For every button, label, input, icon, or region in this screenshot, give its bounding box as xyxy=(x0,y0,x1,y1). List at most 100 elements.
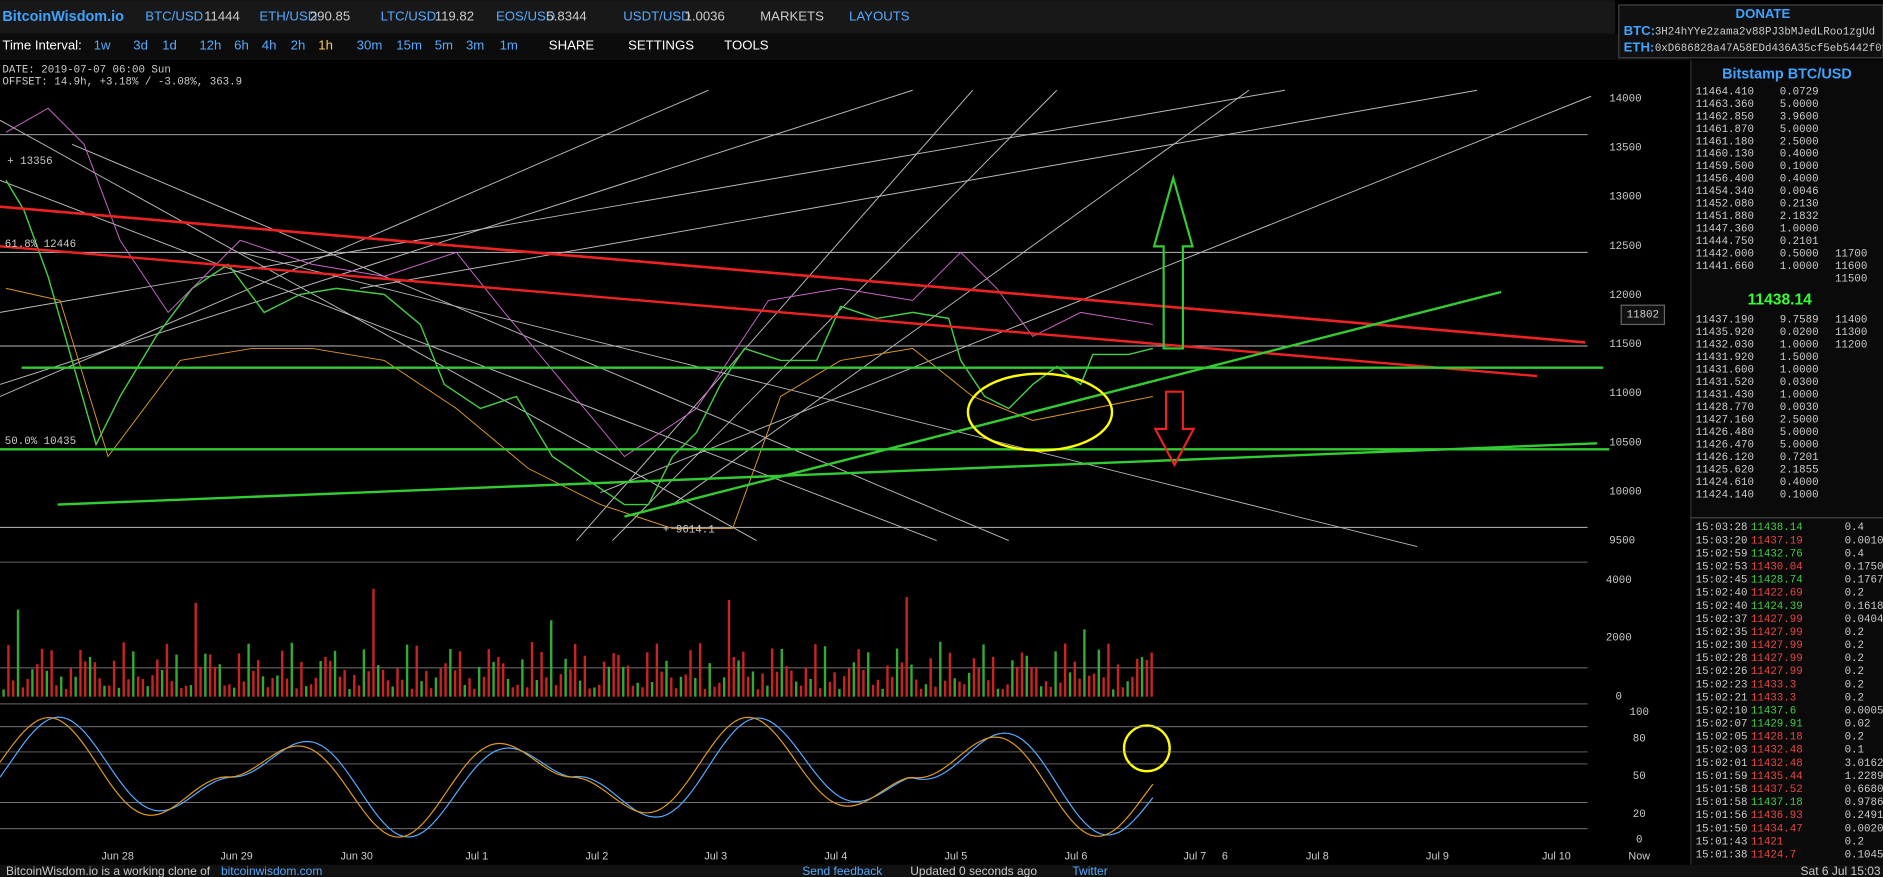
volume-bar xyxy=(353,674,356,697)
ask-amount: 0.4000 xyxy=(1780,174,1819,186)
trade-price: 11438.14 xyxy=(1751,522,1803,534)
ask-price: 11444.750 xyxy=(1696,236,1754,248)
interval[interactable]: 3d xyxy=(133,37,148,52)
trade-amount: 0.2 xyxy=(1845,732,1864,744)
volume-bar xyxy=(21,687,25,697)
x-label: Jul 7 xyxy=(1183,850,1206,862)
footer-link[interactable]: bitcoinwisdom.com xyxy=(221,864,322,877)
volume-bar xyxy=(1039,686,1043,697)
x-label: 6 xyxy=(1222,850,1228,862)
brand[interactable]: BitcoinWisdom.io xyxy=(2,9,124,25)
volume-bar xyxy=(1136,658,1139,697)
ticker-price: 11444 xyxy=(204,8,240,23)
volume-bar xyxy=(271,677,274,697)
volume-bar xyxy=(204,653,207,697)
volume-bar xyxy=(1145,659,1149,697)
x-label: Jul 9 xyxy=(1426,850,1449,862)
price-tick: 12500 xyxy=(1609,241,1641,253)
interval[interactable]: 1w xyxy=(94,37,111,52)
interval[interactable]: 3m xyxy=(466,37,484,52)
volume-bar xyxy=(348,689,351,697)
interval[interactable]: 1m xyxy=(500,37,518,52)
trade-price: 11433.3 xyxy=(1751,679,1796,691)
ticker-price: 119.82 xyxy=(435,8,474,23)
volume-bar xyxy=(208,654,212,697)
ask-amount: 0.2130 xyxy=(1780,199,1819,211)
ask-price: 11452.080 xyxy=(1696,199,1754,211)
volume-bar xyxy=(641,687,644,697)
volume-bar xyxy=(583,655,587,697)
volume-bar xyxy=(1035,667,1038,697)
volume-bar xyxy=(151,675,154,697)
volume-bar xyxy=(1059,682,1062,697)
volume-bar xyxy=(98,678,101,697)
ask-amount: 0.5000 xyxy=(1780,249,1819,261)
volume-bar xyxy=(132,651,135,697)
interval[interactable]: 2h xyxy=(291,37,306,52)
interval[interactable]: 1d xyxy=(162,37,177,52)
x-label: Jul 5 xyxy=(945,850,968,862)
volume-bar xyxy=(857,649,860,697)
toolbar-menu[interactable]: TOOLS xyxy=(724,37,769,52)
trade-time: 15:02:45 xyxy=(1696,575,1748,587)
volume-bars xyxy=(2,588,1153,697)
bid-price: 11432.030 xyxy=(1696,339,1754,351)
ask-price: 11451.880 xyxy=(1696,211,1754,223)
volume-bar xyxy=(242,681,245,697)
trade-amount: 0.6680 xyxy=(1845,784,1883,796)
volume-bar xyxy=(713,686,716,697)
ticker-pair[interactable]: BTC/USD xyxy=(145,8,203,23)
ticker-pair[interactable]: USDT/USD xyxy=(623,8,690,23)
volume-bar xyxy=(180,688,183,697)
volume-bar xyxy=(319,661,322,697)
volume-bar xyxy=(213,666,217,697)
volume-bar xyxy=(751,671,755,697)
feedback-link[interactable]: Send feedback xyxy=(802,864,883,877)
interval[interactable]: 1h xyxy=(318,37,333,52)
x-label: Jul 2 xyxy=(585,850,608,862)
level: 11500 xyxy=(1835,274,1867,286)
interval[interactable]: 6h xyxy=(234,37,249,52)
volume-bar xyxy=(285,678,289,697)
interval[interactable]: 4h xyxy=(262,37,277,52)
menu[interactable]: MARKETS xyxy=(760,8,824,23)
toolbar-menu[interactable]: SHARE xyxy=(549,37,595,52)
trade-amount: 0.2 xyxy=(1845,627,1864,639)
volume-bar xyxy=(492,661,495,697)
ticker-pair[interactable]: EOS/USD xyxy=(496,8,555,23)
twitter-link[interactable]: Twitter xyxy=(1072,864,1107,877)
donate-title[interactable]: DONATE xyxy=(1736,6,1791,21)
volume-bar xyxy=(963,684,966,697)
interval[interactable]: 12h xyxy=(199,37,221,52)
trade-amount: 0.0020 xyxy=(1845,823,1883,835)
ticker-pair[interactable]: ETH/USD xyxy=(259,8,317,23)
bid-price: 11431.520 xyxy=(1696,377,1754,389)
interval[interactable]: 30m xyxy=(357,37,383,52)
bid-amount: 5.0000 xyxy=(1780,427,1819,439)
volume-bar xyxy=(660,671,663,697)
volume-bar xyxy=(31,669,34,697)
volume-bar xyxy=(934,686,937,697)
toolbar-menu[interactable]: SETTINGS xyxy=(628,37,694,52)
ticker-price: 5.8344 xyxy=(546,8,586,23)
volume-bar xyxy=(895,648,899,697)
interval[interactable]: 5m xyxy=(435,37,453,52)
trade-time: 15:02:23 xyxy=(1696,679,1748,691)
volume-bar xyxy=(689,650,692,697)
volume-bar xyxy=(1150,652,1153,697)
volume-bar xyxy=(487,649,490,697)
volume-bar xyxy=(636,682,639,697)
trade-time: 15:02:01 xyxy=(1696,758,1748,770)
oscillator-line xyxy=(0,716,1154,838)
volume-bar xyxy=(540,652,543,697)
menu[interactable]: LAYOUTS xyxy=(849,8,910,23)
volume-bar xyxy=(26,678,29,697)
volume-bar xyxy=(434,677,438,697)
volume-bar xyxy=(16,609,20,697)
volume-bar xyxy=(1073,661,1076,697)
volume-bar xyxy=(766,685,769,697)
volume-bar xyxy=(525,687,529,697)
ask-price: 11442.000 xyxy=(1696,249,1754,261)
interval[interactable]: 15m xyxy=(396,37,422,52)
ticker-pair[interactable]: LTC/USD xyxy=(381,8,436,23)
